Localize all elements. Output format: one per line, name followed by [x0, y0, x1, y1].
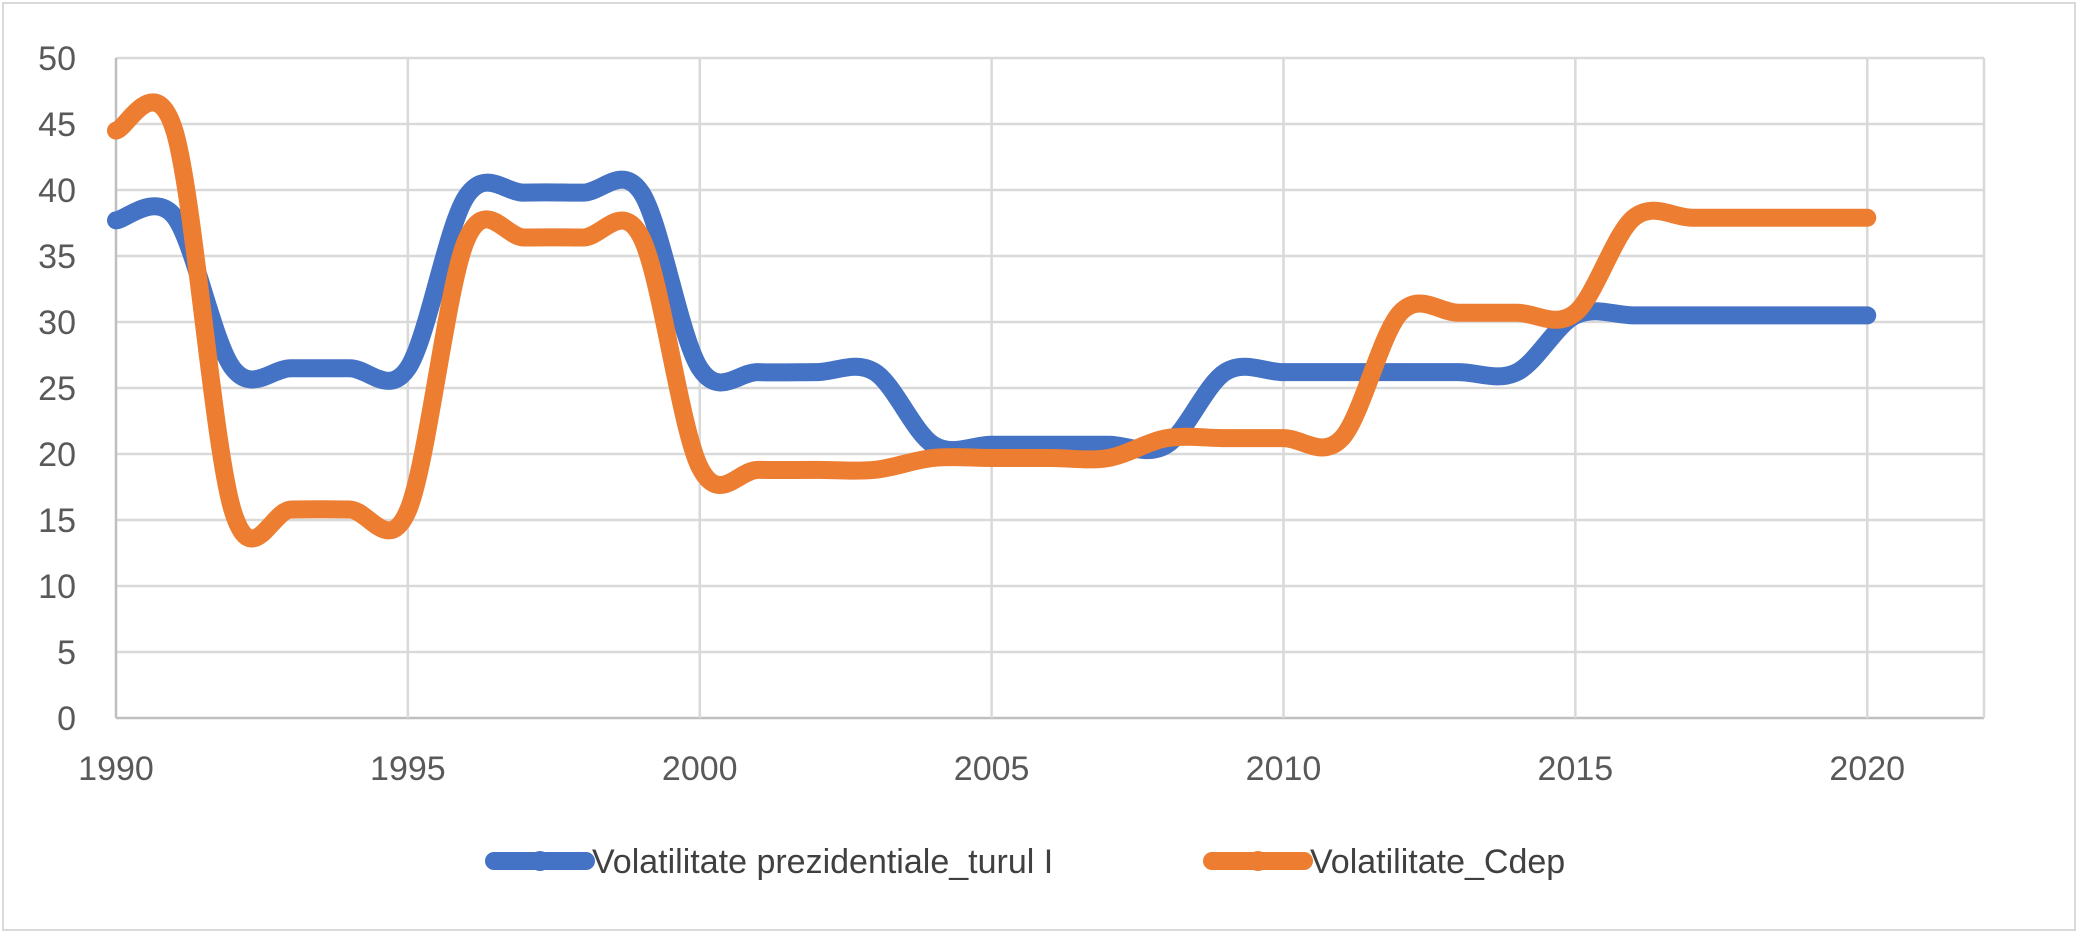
data-point: [1800, 209, 1817, 226]
data-point: [983, 449, 1000, 466]
data-point: [1567, 304, 1584, 321]
data-point: [1450, 304, 1467, 321]
data-point: [1742, 209, 1759, 226]
data-point: [1042, 436, 1058, 453]
line-chart: 0 5 10 15 20 25 30 35 40 45 50 1990 1995 2000 2005 201…: [38, 40, 1986, 881]
data-point: [750, 461, 767, 478]
data-point: [399, 360, 416, 377]
data-point: [1158, 430, 1175, 447]
data-point: [108, 212, 124, 229]
data-point: [691, 360, 708, 377]
data-point: [1625, 307, 1642, 324]
y-tick-label: 5: [57, 634, 76, 672]
y-tick-label: 10: [38, 568, 76, 606]
data-point: [750, 364, 767, 381]
data-point: [1100, 449, 1117, 466]
data-point: [1275, 364, 1292, 381]
x-tick-label: 2015: [1538, 750, 1614, 788]
series-line-1: [107, 170, 1877, 460]
y-tick-label: 20: [38, 436, 76, 474]
y-tick-label: 50: [38, 40, 76, 78]
data-point: [1450, 364, 1467, 381]
x-tick-label: 2020: [1829, 750, 1905, 788]
data-point: [1859, 209, 1876, 226]
data-point: [1684, 307, 1701, 324]
data-point: [1684, 209, 1701, 226]
legend-item-2: Volatilitate_Cdep: [1203, 843, 1565, 881]
y-tick-label: 30: [38, 304, 76, 342]
data-point: [108, 122, 124, 139]
data-point: [866, 461, 883, 478]
data-point: [516, 229, 533, 246]
data-point: [633, 184, 650, 201]
x-tick-label: 1995: [370, 750, 446, 788]
data-point: [925, 449, 942, 466]
data-point: [808, 461, 825, 478]
series-2: [107, 93, 1877, 548]
series-lines: [107, 93, 1877, 548]
legend-marker: [1248, 851, 1268, 871]
data-point: [1392, 304, 1409, 321]
y-tick-label: 35: [38, 238, 76, 276]
data-point: [341, 360, 358, 377]
y-tick-label: 25: [38, 370, 76, 408]
data-point: [1333, 430, 1350, 447]
data-point: [516, 184, 533, 201]
data-point: [283, 501, 300, 518]
data-point: [691, 459, 708, 476]
data-point: [1800, 307, 1817, 324]
y-tick-label: 15: [38, 502, 76, 540]
legend-item-1: Volatilitate prezidentiale_turul I: [485, 843, 1053, 881]
data-point: [1509, 364, 1525, 381]
data-point: [1275, 430, 1292, 447]
x-tick-label: 2010: [1246, 750, 1322, 788]
data-point: [341, 501, 358, 518]
data-point: [575, 229, 591, 246]
data-point: [283, 360, 300, 377]
series-1: [107, 170, 1877, 460]
data-point: [983, 436, 1000, 453]
data-point: [1333, 364, 1350, 381]
x-axis-ticks: 1990 1995 2000 2005 2010 2015 2020: [78, 750, 1905, 788]
data-point: [866, 364, 883, 381]
data-point: [575, 184, 591, 201]
data-point: [166, 208, 183, 225]
x-tick-label: 1990: [78, 750, 154, 788]
data-point: [1625, 209, 1642, 226]
data-point: [224, 502, 241, 519]
legend-label: Volatilitate_Cdep: [1310, 843, 1565, 881]
y-tick-label: 40: [38, 172, 76, 210]
data-point: [1217, 430, 1234, 447]
data-point: [458, 188, 475, 205]
x-tick-label: 2005: [954, 750, 1030, 788]
data-point: [633, 229, 650, 246]
legend-label: Volatilitate prezidentiale_turul I: [592, 843, 1053, 881]
y-axis-ticks: 0 5 10 15 20 25 30 35 40 45 50: [38, 40, 76, 738]
data-point: [1509, 304, 1525, 321]
data-point: [166, 122, 183, 139]
data-point: [1217, 364, 1234, 381]
x-tick-label: 2000: [662, 750, 738, 788]
data-point: [1742, 307, 1759, 324]
data-point: [1859, 307, 1876, 324]
legend-marker: [530, 851, 550, 871]
data-point: [1042, 449, 1058, 466]
legend: Volatilitate prezidentiale_turul I Volati…: [485, 843, 1565, 881]
data-point: [224, 360, 241, 377]
data-point: [1392, 364, 1409, 381]
data-point: [458, 232, 475, 249]
data-point: [399, 502, 416, 519]
y-tick-label: 0: [57, 700, 76, 738]
data-point: [808, 364, 825, 381]
y-tick-label: 45: [38, 106, 76, 144]
